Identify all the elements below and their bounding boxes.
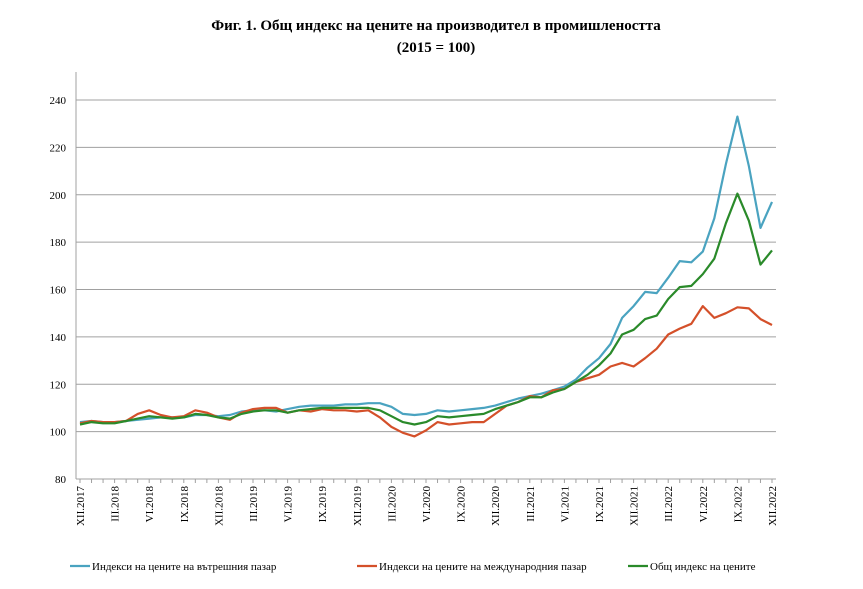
x-tick-label: VI.2020 — [421, 486, 433, 523]
y-tick-label: 200 — [50, 190, 67, 202]
chart-title: Фиг. 1. Общ индекс на цените на производ… — [211, 18, 661, 34]
y-tick-label: 180 — [50, 237, 67, 249]
series-line — [79, 115, 774, 424]
y-tick-label: 240 — [50, 95, 67, 107]
x-tick-label: IX.2020 — [456, 486, 468, 523]
legend-label: Индекси на цените на вътрешния пазар — [92, 561, 277, 573]
x-tick-label: III.2022 — [663, 486, 675, 522]
x-tick-label: IX.2018 — [179, 486, 191, 523]
legend-label: Индекси на цените на международния пазар — [379, 561, 587, 573]
x-tick-label: VI.2021 — [559, 486, 571, 522]
legend-label: Общ индекс на цените — [650, 561, 756, 573]
x-tick-label: XII.2021 — [629, 486, 641, 526]
x-tick-label: XII.2019 — [352, 486, 364, 527]
x-tick-label: III.2020 — [386, 486, 398, 522]
x-tick-label: IX.2021 — [594, 486, 606, 522]
x-tick-label: XII.2017 — [75, 486, 87, 527]
x-tick-label: XII.2022 — [767, 486, 779, 526]
x-tick-label: III.2018 — [110, 486, 122, 522]
series-line — [79, 305, 773, 438]
x-tick-label: VI.2019 — [283, 486, 295, 523]
x-tick-label: XII.2018 — [213, 486, 225, 527]
x-tick-label: III.2021 — [525, 486, 537, 522]
x-tick-label: III.2019 — [248, 486, 260, 522]
y-tick-label: 160 — [50, 285, 67, 297]
y-tick-label: 80 — [55, 474, 67, 486]
x-tick-label: IX.2022 — [732, 486, 744, 522]
y-tick-label: 140 — [50, 332, 67, 344]
x-tick-label: VI.2018 — [144, 486, 156, 523]
x-tick-label: VI.2022 — [698, 486, 710, 522]
y-tick-label: 120 — [50, 379, 67, 391]
y-tick-label: 100 — [50, 427, 67, 439]
x-tick-label: XII.2020 — [490, 486, 502, 527]
series-line — [79, 192, 773, 426]
chart-subtitle: (2015 = 100) — [397, 40, 476, 56]
x-tick-label: IX.2019 — [317, 486, 329, 523]
y-tick-label: 220 — [50, 142, 67, 154]
